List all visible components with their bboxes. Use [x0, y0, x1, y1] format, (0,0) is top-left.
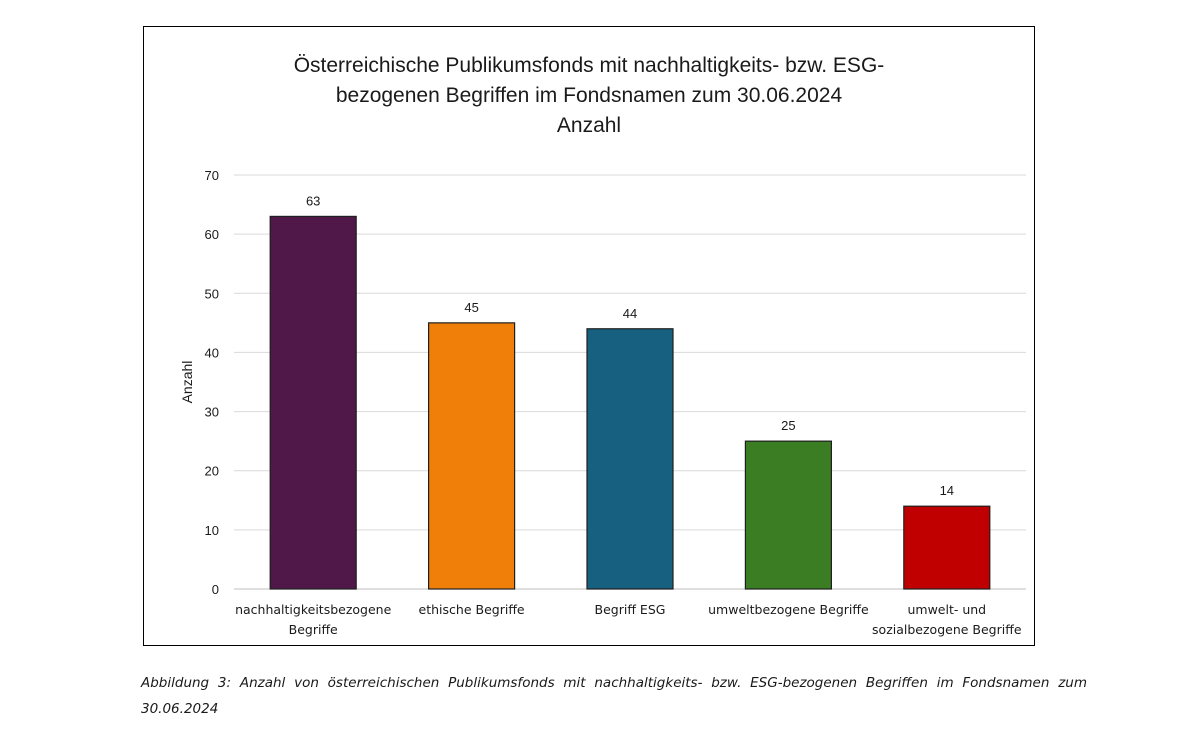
figure-caption: Abbildung 3: Anzahl von österreichischen…	[141, 675, 1087, 717]
y-tick-label: 0	[212, 582, 219, 597]
bar	[428, 322, 516, 590]
data-label: 14	[940, 483, 954, 498]
y-tick-label: 60	[205, 227, 219, 242]
bar-chart: 0 10 20 30 40 50 60 70 Anzahl 63 nachhaltigkeitsbe…	[179, 168, 1026, 637]
y-tick-label: 30	[205, 405, 219, 420]
data-label: 25	[781, 418, 795, 433]
y-tick-label: 20	[205, 464, 219, 479]
chart-title: Österreichische Publikumsfonds mit nachh…	[144, 51, 1034, 141]
y-tick-label: 50	[205, 286, 219, 301]
data-label: 63	[306, 193, 320, 208]
bar	[269, 215, 357, 590]
x-tick-label: umweltbezogene Begriffe	[708, 602, 869, 617]
chart-title-line-2: bezogenen Begriffen im Fondsnamen zum 30…	[335, 84, 843, 107]
x-tick-label: ethische Begriffe	[419, 602, 525, 617]
data-label: 45	[464, 300, 478, 315]
y-tick-label: 10	[205, 523, 219, 538]
chart-frame: Österreichische Publikumsfonds mit nachh…	[143, 26, 1035, 646]
x-tick-label: sozialbezogene Begriffe	[872, 622, 1022, 637]
data-label: 44	[623, 306, 637, 321]
bar	[903, 505, 991, 590]
chart-title-line-3: Anzahl	[556, 114, 622, 137]
y-axis-label: Anzahl	[179, 361, 195, 404]
x-tick-label: umwelt- und	[907, 602, 986, 617]
y-tick-label: 70	[205, 168, 219, 183]
x-tick-label: Begriff ESG	[595, 602, 666, 617]
bar	[586, 328, 674, 590]
chart-title-line-1: Österreichische Publikumsfonds mit nachh…	[293, 54, 885, 77]
x-tick-label: Begriffe	[289, 622, 338, 637]
bar	[744, 440, 833, 590]
x-tick-label: nachhaltigkeitsbezogene	[235, 602, 391, 617]
y-tick-label: 40	[205, 345, 219, 360]
